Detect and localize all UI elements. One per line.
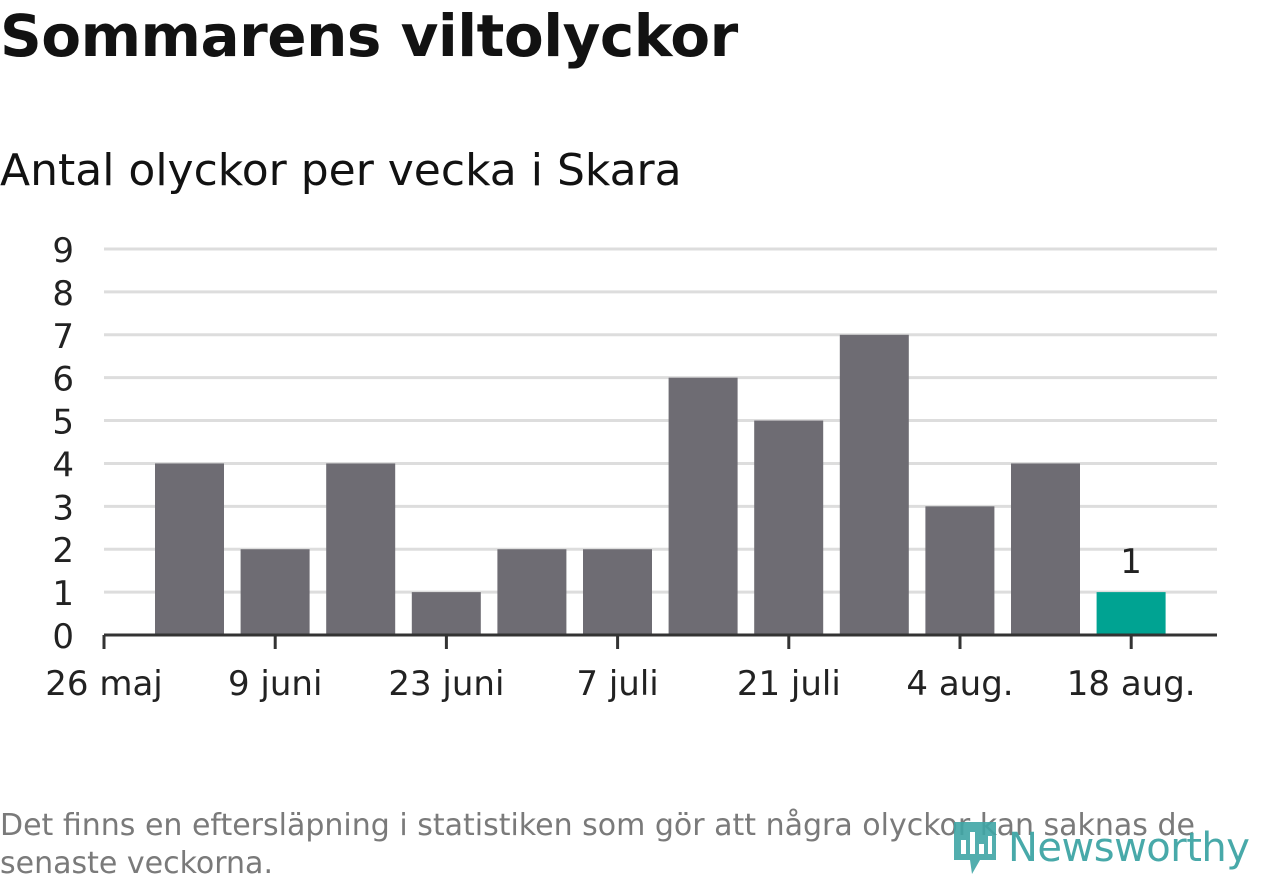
bar [411, 592, 481, 635]
chart-title: Sommarens viltolyckor [0, 2, 738, 70]
bar [839, 334, 909, 635]
x-tick-label: 18 aug. [1067, 664, 1196, 704]
y-tick-label: 7 [52, 317, 74, 357]
bar [754, 420, 824, 635]
y-tick-label: 3 [52, 488, 74, 528]
bar [668, 377, 738, 635]
bar [155, 463, 224, 635]
bar [326, 463, 396, 635]
y-tick-label: 8 [52, 274, 74, 314]
y-tick-label: 4 [52, 445, 74, 485]
x-tick-label: 23 juni [388, 664, 504, 704]
x-tick-label: 7 juli [576, 664, 658, 704]
y-tick-label: 6 [52, 360, 74, 400]
y-tick-label: 9 [52, 231, 74, 271]
y-tick-label: 2 [52, 531, 74, 571]
y-tick-label: 1 [52, 574, 74, 614]
y-tick-label: 5 [52, 403, 74, 443]
x-tick-label: 4 aug. [906, 664, 1013, 704]
bar [925, 506, 995, 635]
y-tick-label: 0 [52, 617, 74, 657]
chart-subtitle: Antal olyckor per vecka i Skara [0, 145, 682, 196]
bar [583, 549, 652, 635]
bars [155, 334, 1166, 635]
x-tick-labels: 26 maj 9 juni 23 juni 7 juli 21 juli 4 aug. 18… [45, 664, 1195, 704]
data-label: 1 [1120, 542, 1142, 582]
newsworthy-logo: Newsworthy [950, 818, 1250, 878]
data-labels: 1 [1120, 542, 1142, 582]
bar [1011, 463, 1080, 635]
bar [1096, 592, 1166, 635]
x-tick-label: 9 juni [228, 664, 322, 704]
x-tick-label: 26 maj [45, 664, 162, 704]
x-axis [102, 633, 1217, 649]
logo-text: Newsworthy [1008, 825, 1250, 871]
bar [240, 549, 310, 635]
newsworthy-logo-icon [954, 822, 996, 874]
x-tick-label: 21 juli [737, 664, 841, 704]
bar [497, 549, 567, 635]
